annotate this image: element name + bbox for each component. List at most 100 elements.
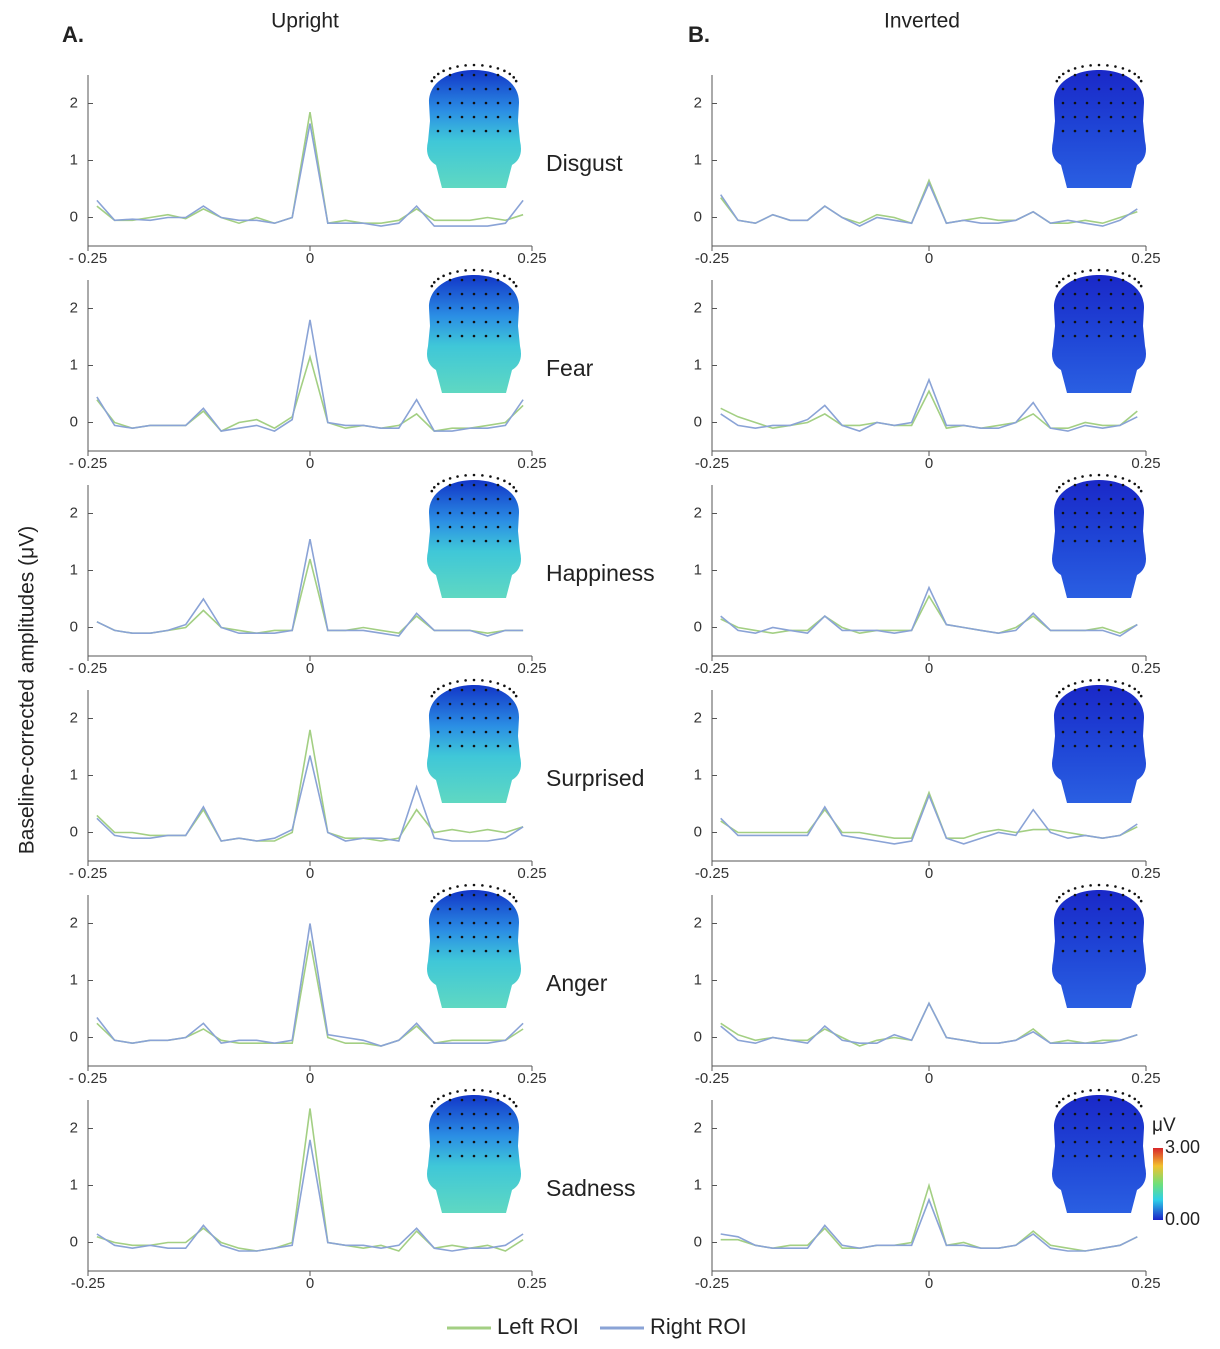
electrode bbox=[508, 497, 512, 501]
electrode bbox=[1085, 87, 1089, 91]
electrode bbox=[496, 744, 500, 748]
condition-label: Disgust bbox=[546, 150, 623, 176]
series-line bbox=[96, 1108, 524, 1252]
topomap-head bbox=[1052, 890, 1146, 1008]
electrode bbox=[1133, 687, 1137, 691]
electrode bbox=[484, 921, 488, 925]
electrode bbox=[1109, 744, 1113, 748]
y-tick-label: 1 bbox=[70, 766, 78, 783]
electrode bbox=[1085, 1126, 1089, 1130]
y-tick-label: 1 bbox=[694, 971, 702, 988]
electrode bbox=[460, 935, 464, 939]
electrode bbox=[1121, 73, 1125, 77]
electrode bbox=[1073, 67, 1077, 70]
electrode bbox=[448, 539, 452, 543]
electrode bbox=[472, 73, 476, 77]
y-axis-label: Baseline-corrected amplitudes (μV) bbox=[16, 526, 39, 854]
electrode bbox=[1061, 921, 1065, 925]
electrode bbox=[1133, 482, 1137, 486]
electrode bbox=[1133, 1154, 1137, 1158]
electrode bbox=[1109, 921, 1113, 925]
column-title: Inverted bbox=[884, 10, 960, 33]
x-tick-label: -0.25 bbox=[695, 865, 729, 882]
electrode bbox=[472, 907, 476, 911]
electrode bbox=[430, 694, 434, 698]
electrode bbox=[472, 1088, 476, 1092]
electrode bbox=[1097, 473, 1101, 477]
electrode bbox=[1133, 320, 1137, 324]
electrode bbox=[464, 474, 467, 477]
y-tick-label: 2 bbox=[694, 914, 702, 931]
electrode bbox=[1137, 281, 1141, 284]
electrode bbox=[481, 269, 484, 272]
electrode bbox=[496, 1092, 500, 1095]
electrode bbox=[508, 687, 512, 691]
colorbar-min: 0.00 bbox=[1165, 1209, 1200, 1229]
electrode bbox=[1121, 1126, 1125, 1130]
electrode bbox=[1109, 1126, 1113, 1130]
electrode bbox=[1061, 320, 1065, 324]
topomap-head bbox=[427, 275, 521, 393]
electrode bbox=[448, 935, 452, 939]
electrode bbox=[496, 935, 500, 939]
electrode bbox=[1073, 73, 1077, 77]
electrode bbox=[448, 272, 452, 275]
y-tick-label: 1 bbox=[70, 356, 78, 373]
electrode bbox=[448, 73, 452, 77]
electrode bbox=[448, 306, 452, 310]
electrode bbox=[460, 730, 464, 734]
electrode bbox=[436, 334, 440, 338]
electrode bbox=[1133, 921, 1137, 925]
electrode bbox=[489, 885, 492, 888]
electrode bbox=[1109, 87, 1113, 91]
electrode bbox=[472, 688, 476, 692]
series-line bbox=[720, 389, 1138, 430]
electrode bbox=[508, 525, 512, 529]
electrode bbox=[1133, 72, 1137, 76]
electrode bbox=[496, 893, 500, 897]
y-tick-label: 0 bbox=[70, 618, 78, 635]
electrode bbox=[496, 67, 500, 70]
electrode bbox=[460, 483, 464, 487]
electrode bbox=[508, 539, 512, 543]
electrode bbox=[1133, 129, 1137, 133]
y-tick-label: 2 bbox=[70, 1119, 78, 1136]
electrode bbox=[430, 899, 434, 903]
electrode bbox=[1061, 949, 1065, 953]
electrode bbox=[448, 292, 452, 296]
electrode bbox=[436, 1097, 440, 1101]
electrode bbox=[1133, 907, 1137, 911]
y-tick-label: 0 bbox=[694, 823, 702, 840]
electrode bbox=[512, 281, 516, 284]
electrode bbox=[430, 79, 434, 83]
electrode bbox=[1121, 306, 1125, 310]
electrode bbox=[1097, 497, 1101, 501]
series-line bbox=[720, 377, 1138, 432]
electrode bbox=[448, 101, 452, 105]
electrode bbox=[1114, 680, 1117, 683]
x-tick-label: -0.25 bbox=[695, 250, 729, 267]
electrode bbox=[1106, 474, 1109, 477]
electrode bbox=[1073, 477, 1077, 480]
electrode bbox=[436, 744, 440, 748]
electrode bbox=[1085, 730, 1089, 734]
electrode bbox=[1085, 1112, 1089, 1116]
electrode bbox=[472, 921, 476, 925]
electrode bbox=[1109, 716, 1113, 720]
electrode bbox=[484, 511, 488, 515]
electrode bbox=[460, 87, 464, 91]
electrode bbox=[436, 129, 440, 133]
series-line bbox=[720, 790, 1138, 840]
electrode bbox=[472, 730, 476, 734]
x-tick-label: -0.25 bbox=[71, 1275, 105, 1292]
electrode bbox=[460, 278, 464, 282]
electrode bbox=[448, 67, 452, 70]
column-title: Upright bbox=[271, 10, 339, 33]
x-tick-label: 0 bbox=[925, 660, 933, 677]
electrode bbox=[496, 477, 500, 480]
electrode bbox=[436, 687, 440, 691]
electrode bbox=[1121, 682, 1125, 685]
electrode bbox=[496, 483, 500, 487]
electrode bbox=[460, 306, 464, 310]
electrode bbox=[1133, 511, 1137, 515]
